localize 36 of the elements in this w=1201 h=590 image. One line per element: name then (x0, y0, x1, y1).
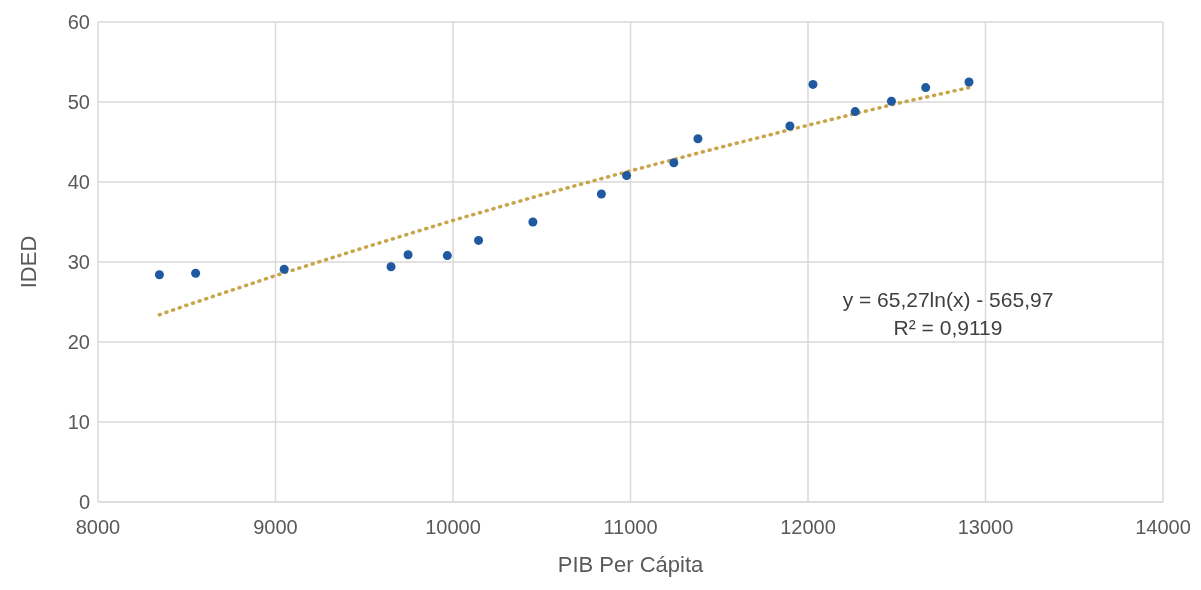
point (921, 83, 931, 93)
y-tick-label: 30 (67, 251, 90, 274)
y-tick-label: 40 (67, 171, 90, 194)
x-tick-label: 11000 (603, 516, 658, 539)
y-axis-title: IDED (15, 235, 41, 289)
x-tick-label: 9000 (253, 516, 298, 539)
x-tick-label: 12000 (780, 516, 836, 539)
point (474, 235, 484, 245)
point (191, 268, 201, 278)
y-tick-label: 10 (67, 411, 90, 434)
point (886, 96, 896, 106)
point (528, 217, 538, 227)
annotation: R² = 0,9119 (892, 315, 1004, 341)
point (693, 134, 703, 144)
x-axis-title: PIB Per Cápita (557, 552, 705, 577)
y-tick-label: 50 (67, 91, 90, 114)
point (386, 262, 396, 272)
point (850, 107, 860, 117)
point (442, 251, 452, 261)
point (596, 189, 606, 199)
point (964, 77, 974, 87)
point (279, 264, 289, 274)
point (669, 158, 679, 168)
y-tick-label: 20 (67, 331, 90, 354)
x-tick-label: 8000 (75, 516, 121, 539)
x-tick-label: 10000 (425, 516, 481, 539)
y-tick-label: 60 (67, 11, 90, 34)
point (403, 250, 413, 260)
point (622, 171, 632, 181)
y-tick-label: 0 (78, 491, 90, 514)
x-tick-label: 14000 (1135, 516, 1191, 539)
point (154, 270, 164, 280)
annotation: y = 65,27ln(x) - 565,97 (841, 287, 1055, 313)
point (808, 79, 818, 89)
point (785, 121, 795, 131)
x-tick-label: 13000 (957, 516, 1014, 539)
